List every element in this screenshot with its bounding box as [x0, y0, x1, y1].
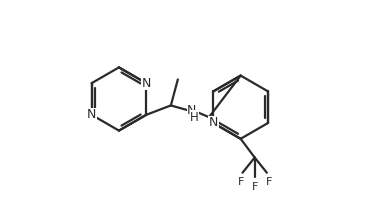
- Text: F: F: [238, 177, 244, 187]
- Text: H: H: [190, 111, 199, 124]
- Text: N: N: [187, 104, 197, 117]
- Text: N: N: [87, 108, 96, 121]
- Text: N: N: [142, 77, 151, 90]
- Text: F: F: [252, 182, 258, 192]
- Text: F: F: [266, 177, 272, 187]
- Text: N: N: [209, 116, 218, 129]
